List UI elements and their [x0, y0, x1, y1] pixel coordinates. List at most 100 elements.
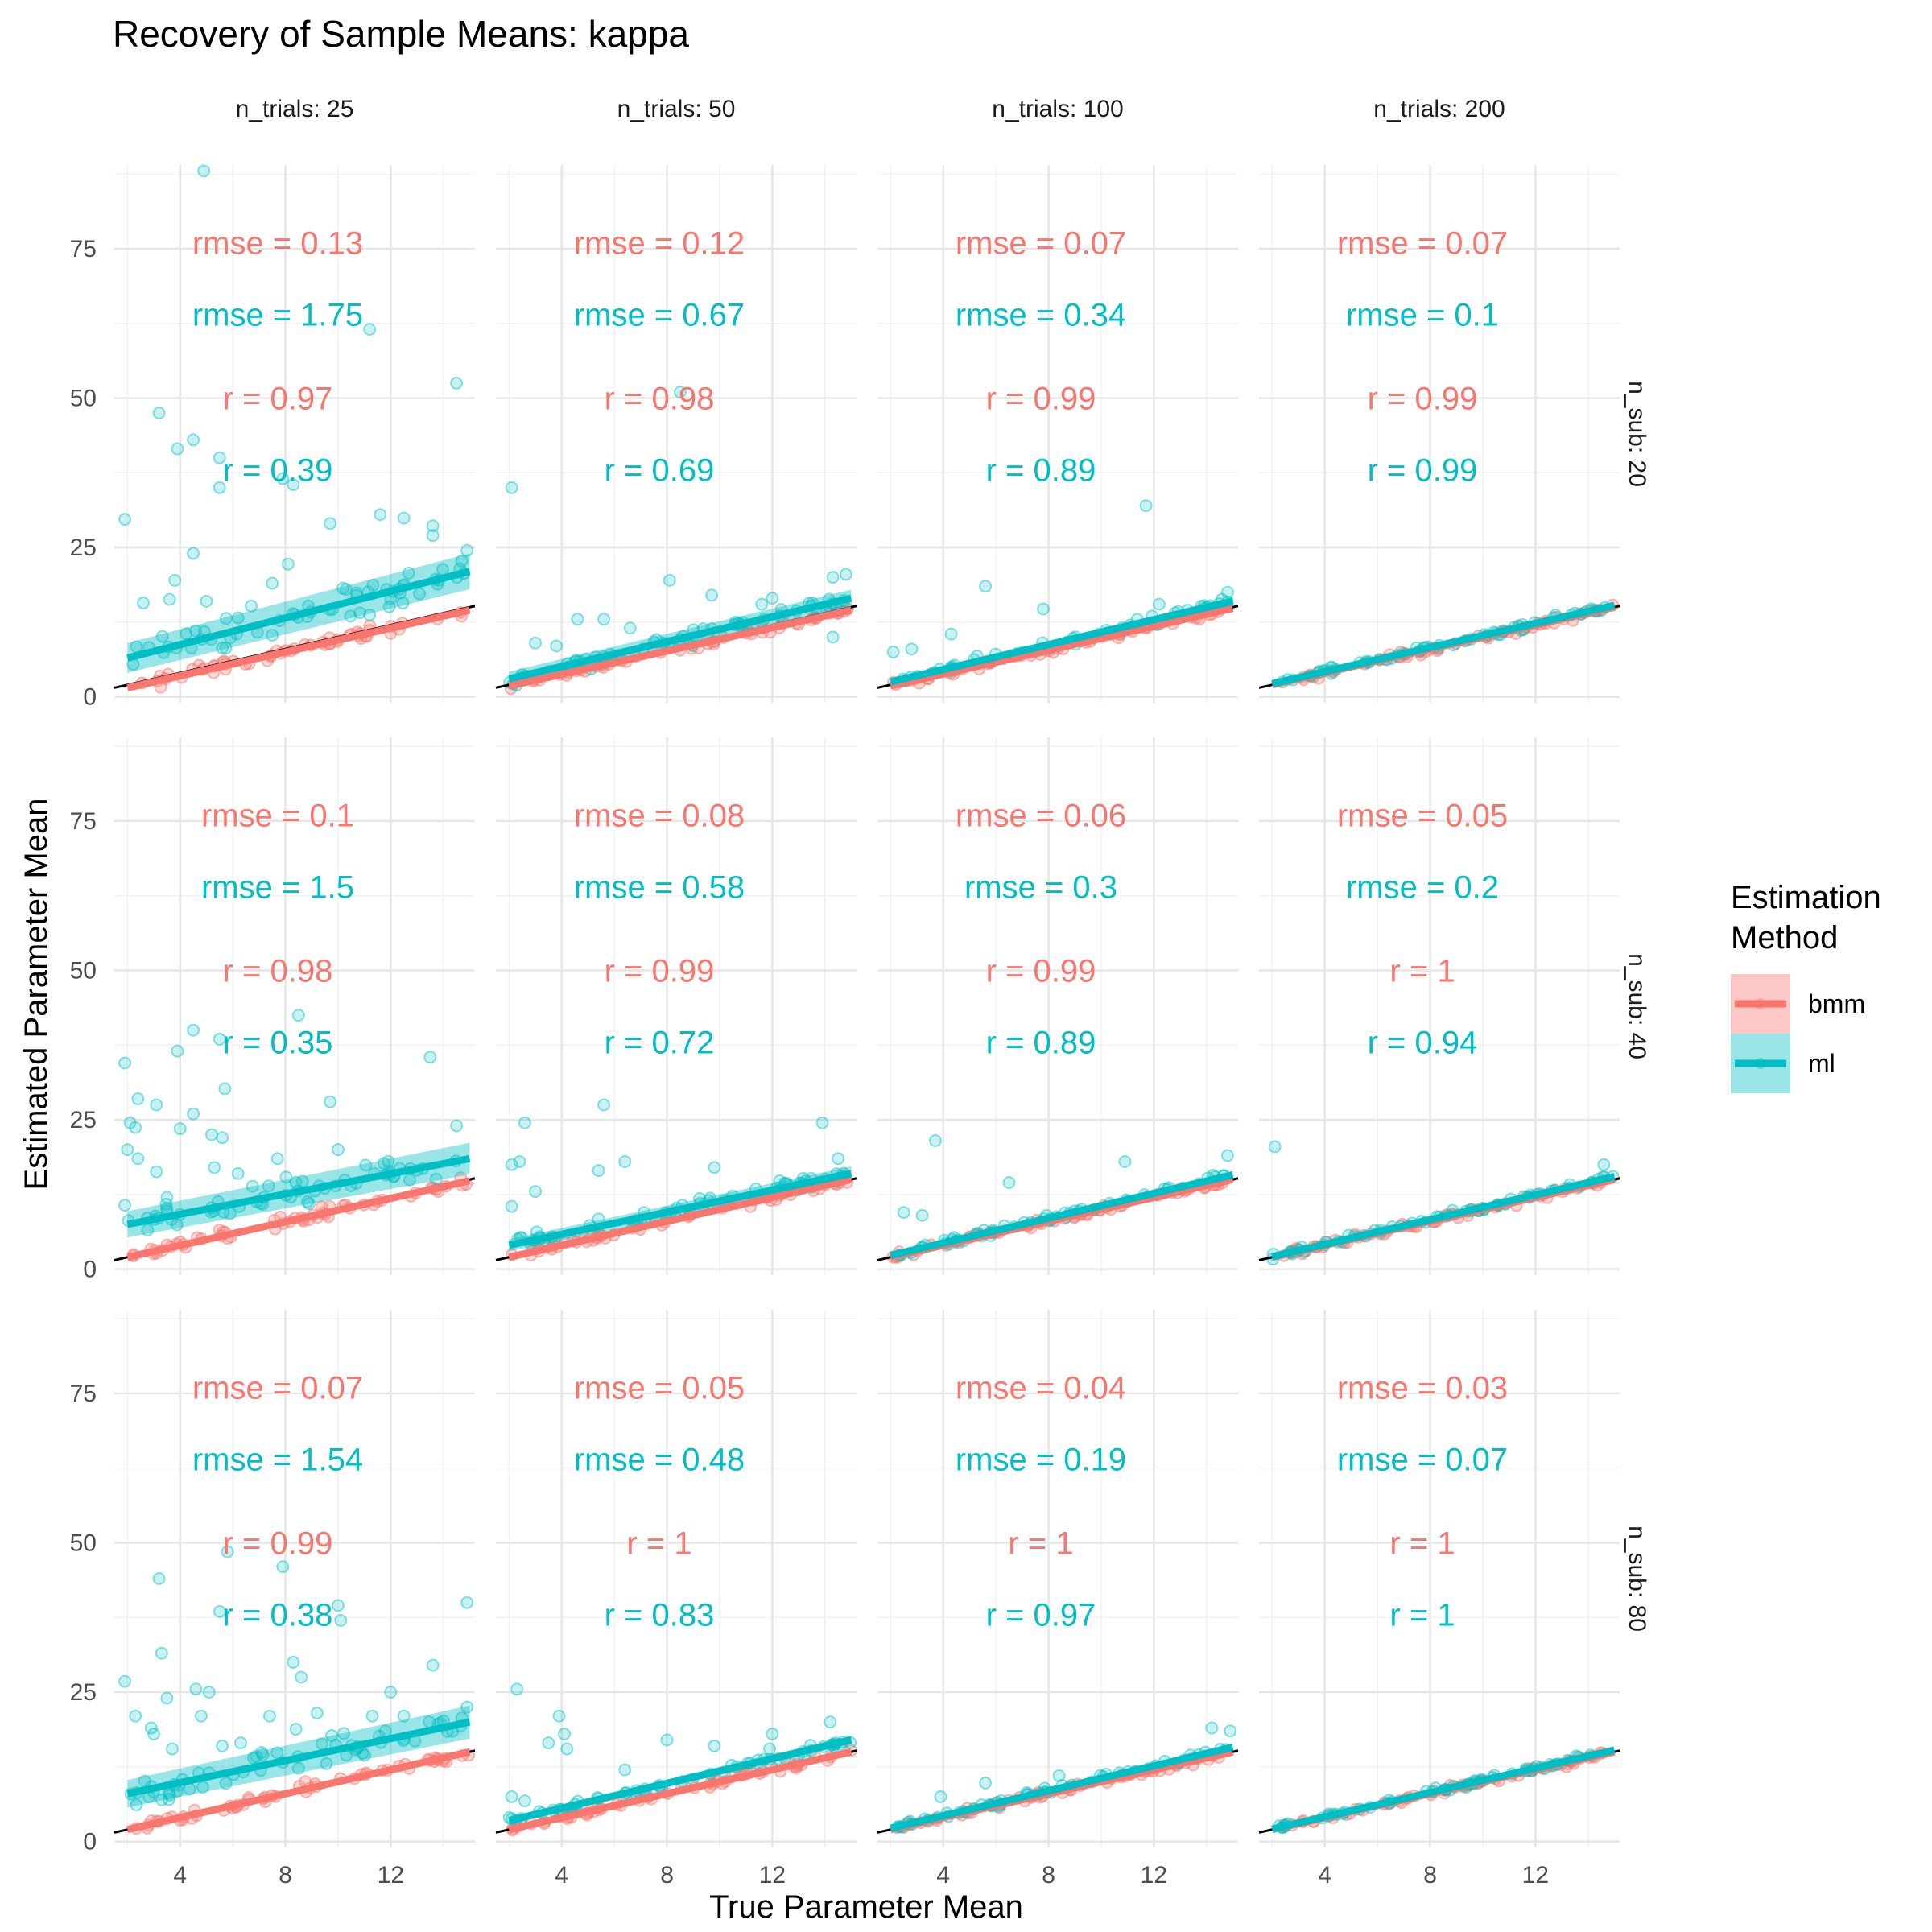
- data-point-ml: [673, 386, 687, 399]
- data-point-ml: [320, 1757, 333, 1770]
- data-point-ml: [262, 1179, 275, 1193]
- data-point-ml: [118, 513, 132, 526]
- facet-col-label: n_trials: 100: [992, 96, 1123, 122]
- data-point-ml: [353, 606, 367, 620]
- data-point-ml: [131, 1092, 145, 1106]
- data-point-ml: [426, 519, 440, 533]
- data-point-ml: [155, 1793, 168, 1806]
- annotation-rmse-bmm: rmse = 0.07: [192, 1370, 363, 1406]
- data-point-ml: [618, 1154, 632, 1168]
- x-tick-label: 8: [279, 1862, 292, 1889]
- data-point-ml: [187, 433, 200, 447]
- facet-panel: 4 8 12 0 25 50 75 rmse = 0.07 rmse = 1.54 r = 0.9…: [70, 1310, 476, 1889]
- x-tick-label: 4: [555, 1862, 568, 1889]
- annotation-r-bmm: r = 0.97: [223, 381, 333, 416]
- data-point-ml: [542, 1736, 555, 1750]
- data-point-ml: [324, 1095, 337, 1108]
- annotation-rmse-ml: rmse = 1.54: [192, 1443, 363, 1478]
- data-point-ml: [826, 571, 840, 584]
- x-tick-label: 4: [1318, 1862, 1331, 1889]
- data-point-ml: [397, 511, 411, 525]
- y-tick-label: 0: [83, 1257, 97, 1283]
- data-point-ml: [324, 517, 337, 530]
- data-point-ml: [905, 642, 919, 656]
- data-point-ml: [144, 1721, 158, 1735]
- facet-col-label: n_trials: 50: [617, 96, 736, 122]
- data-point-ml: [331, 1143, 345, 1157]
- data-point-ml: [460, 543, 474, 557]
- fit-line-bmm: [126, 606, 471, 691]
- annotation-rmse-ml: rmse = 0.1: [1346, 298, 1499, 333]
- data-point-ml: [266, 576, 279, 590]
- annotation-r-bmm: r = 1: [1389, 1525, 1455, 1561]
- data-point-ml: [374, 508, 387, 522]
- legend-title-line2: Method: [1731, 920, 1838, 956]
- annotation-rmse-ml: rmse = 0.2: [1346, 870, 1499, 906]
- annotation-r-ml: r = 0.38: [223, 1598, 333, 1633]
- data-point-ml: [513, 1154, 526, 1168]
- data-point-ml: [505, 1158, 518, 1171]
- data-point-ml: [250, 1749, 263, 1763]
- data-point-ml: [180, 627, 193, 641]
- facet-row-label: n_sub: 40: [1624, 953, 1650, 1059]
- data-point-ml: [291, 1009, 305, 1022]
- data-point-ml: [1118, 1154, 1132, 1168]
- data-point-ml: [815, 1116, 829, 1129]
- annotation-rmse-ml: rmse = 0.3: [964, 870, 1117, 906]
- y-tick-label: 50: [70, 1530, 97, 1556]
- data-point-ml: [213, 1032, 226, 1046]
- data-point-ml: [928, 1134, 942, 1147]
- data-point-ml: [171, 442, 184, 456]
- data-point-ml: [123, 1116, 137, 1129]
- data-point-ml: [766, 592, 779, 605]
- data-point-ml: [460, 1596, 474, 1609]
- data-point-ml: [289, 1723, 303, 1736]
- fit-line-bmm: [508, 606, 852, 690]
- data-point-ml: [897, 1206, 910, 1220]
- data-point-ml: [832, 1152, 845, 1166]
- data-point-ml: [358, 1748, 372, 1762]
- data-point-ml: [755, 597, 769, 611]
- data-point-ml: [1597, 1158, 1611, 1171]
- data-point-ml: [187, 547, 200, 560]
- data-point-ml: [287, 1655, 300, 1669]
- data-point-ml: [886, 645, 900, 658]
- annotation-rmse-bmm: rmse = 0.06: [956, 798, 1126, 833]
- annotation-r-bmm: r = 0.98: [605, 381, 715, 416]
- data-point-ml: [129, 1709, 142, 1723]
- data-point-ml: [366, 578, 380, 592]
- data-point-ml: [623, 621, 637, 635]
- data-point-ml: [189, 1682, 203, 1696]
- data-point-ml: [216, 1131, 229, 1145]
- data-point-ml: [118, 1199, 132, 1212]
- data-point-ml: [413, 587, 427, 601]
- y-tick-label: 25: [70, 1679, 97, 1706]
- fit-line-ml: [508, 1736, 852, 1824]
- data-point-ml: [363, 608, 377, 621]
- annotation-rmse-ml: rmse = 0.19: [956, 1443, 1126, 1478]
- facet-col-label: n_trials: 200: [1373, 96, 1505, 122]
- annotation-r-bmm: r = 0.99: [223, 1525, 333, 1561]
- data-point-ml: [216, 1739, 229, 1752]
- data-point-ml: [219, 612, 233, 625]
- data-point-ml: [518, 1116, 531, 1129]
- data-point-ml: [152, 407, 166, 420]
- annotation-rmse-ml: rmse = 0.34: [956, 298, 1126, 333]
- annotation-rmse-bmm: rmse = 0.1: [201, 798, 354, 833]
- data-point-ml: [287, 478, 300, 492]
- annotation-rmse-bmm: rmse = 0.08: [574, 798, 745, 833]
- legend-items: bmm ml: [1731, 974, 1865, 1093]
- data-point-ml: [592, 1164, 605, 1178]
- data-point-ml: [334, 1613, 348, 1627]
- data-point-ml: [763, 1742, 777, 1756]
- fit-line-ml: [508, 1170, 852, 1249]
- annotation-r-ml: r = 0.94: [1368, 1026, 1478, 1061]
- data-point-ml: [295, 1670, 308, 1684]
- y-tick-label: 0: [83, 1829, 97, 1856]
- annotation-rmse-bmm: rmse = 0.04: [956, 1370, 1126, 1406]
- data-point-ml: [231, 1166, 245, 1180]
- annotation-rmse-bmm: rmse = 0.13: [192, 225, 363, 261]
- data-point-ml: [202, 1686, 216, 1699]
- annotation-r-bmm: r = 1: [1008, 1525, 1073, 1561]
- data-point-ml: [163, 1789, 176, 1802]
